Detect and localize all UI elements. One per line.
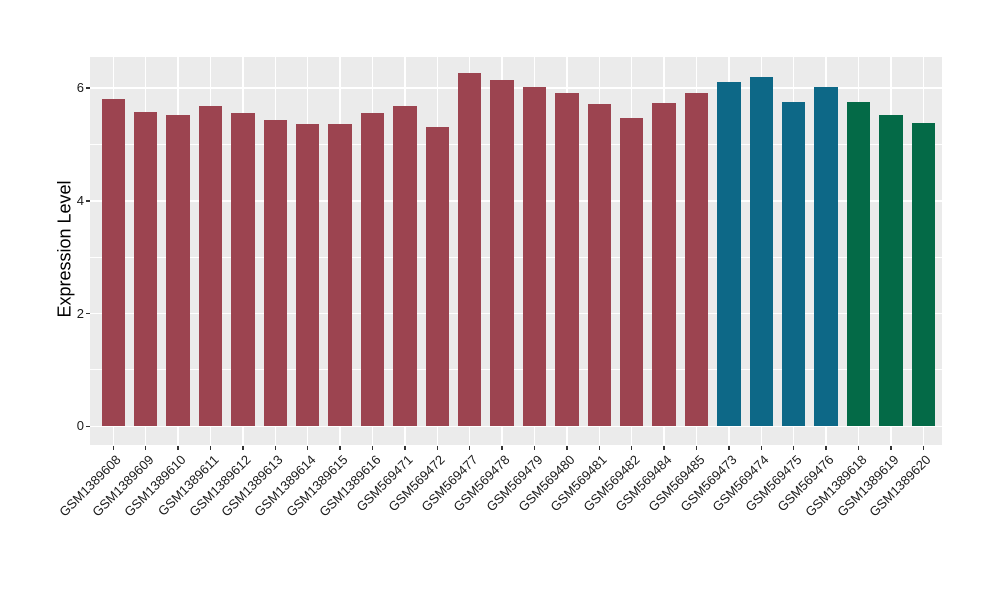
bar: [231, 112, 255, 427]
y-tick-mark: [85, 312, 90, 315]
bar: [620, 118, 644, 427]
x-tick-mark: [598, 445, 601, 450]
bar: [911, 122, 935, 427]
y-tick-mark: [85, 425, 90, 428]
gridline-major-y: [90, 425, 942, 428]
x-tick-mark: [436, 445, 439, 450]
bar: [296, 123, 320, 427]
y-tick-mark: [85, 87, 90, 89]
bar: [717, 81, 741, 427]
x-tick-mark: [209, 445, 212, 450]
x-tick-mark: [177, 445, 179, 450]
bar: [782, 102, 806, 427]
x-tick-mark: [144, 445, 147, 450]
x-tick-mark: [695, 445, 698, 450]
y-tick-mark: [85, 200, 90, 202]
x-tick-mark: [339, 445, 341, 450]
x-tick-mark: [857, 445, 860, 450]
bar: [749, 76, 773, 427]
y-tick-label: 4: [76, 192, 84, 208]
bar: [846, 102, 871, 427]
bar: [263, 120, 287, 427]
x-tick-mark: [274, 445, 277, 450]
bar: [522, 87, 547, 427]
plot-panel: [90, 57, 942, 445]
x-tick-mark: [112, 445, 115, 450]
x-tick-mark: [890, 445, 892, 450]
x-tick-mark: [760, 445, 763, 450]
gridline-minor-y: [90, 369, 942, 371]
x-tick-mark: [630, 445, 633, 450]
bar: [684, 92, 709, 427]
bar: [101, 98, 125, 427]
x-tick-mark: [566, 445, 568, 450]
y-tick-label: 0: [76, 418, 84, 434]
bar: [458, 72, 482, 427]
x-tick-mark: [404, 445, 406, 450]
x-tick-mark: [242, 445, 244, 450]
x-tick-mark: [306, 445, 309, 450]
x-tick-mark: [468, 445, 471, 450]
gridline-major-y: [90, 87, 942, 89]
bar: [814, 87, 838, 427]
bar: [198, 106, 223, 427]
bar: [425, 126, 449, 427]
gridline-minor-y: [90, 143, 942, 145]
y-tick-label: 2: [76, 305, 84, 321]
bar: [652, 103, 676, 427]
x-tick-mark: [533, 445, 536, 450]
y-tick-label: 6: [76, 80, 84, 96]
x-tick-mark: [792, 445, 795, 450]
bar: [166, 114, 190, 427]
bar: [587, 104, 611, 427]
x-tick-mark: [728, 445, 730, 450]
bar: [490, 80, 514, 427]
x-tick-mark: [371, 445, 374, 450]
x-tick-mark: [663, 445, 665, 450]
bar: [393, 106, 417, 427]
gridline-minor-y: [90, 256, 942, 258]
gridline-major-y: [90, 312, 942, 315]
bar: [134, 112, 158, 427]
bar: [879, 115, 903, 427]
bar: [328, 123, 352, 427]
x-tick-mark: [922, 445, 925, 450]
bar: [360, 112, 385, 427]
x-tick-mark: [501, 445, 503, 450]
bar: [555, 92, 579, 427]
x-tick-mark: [825, 445, 827, 450]
gridline-major-y: [90, 200, 942, 202]
expression-bar-chart: Expression Level 0 2 4 6 GSM1389608 GSM138960…: [55, 57, 942, 519]
